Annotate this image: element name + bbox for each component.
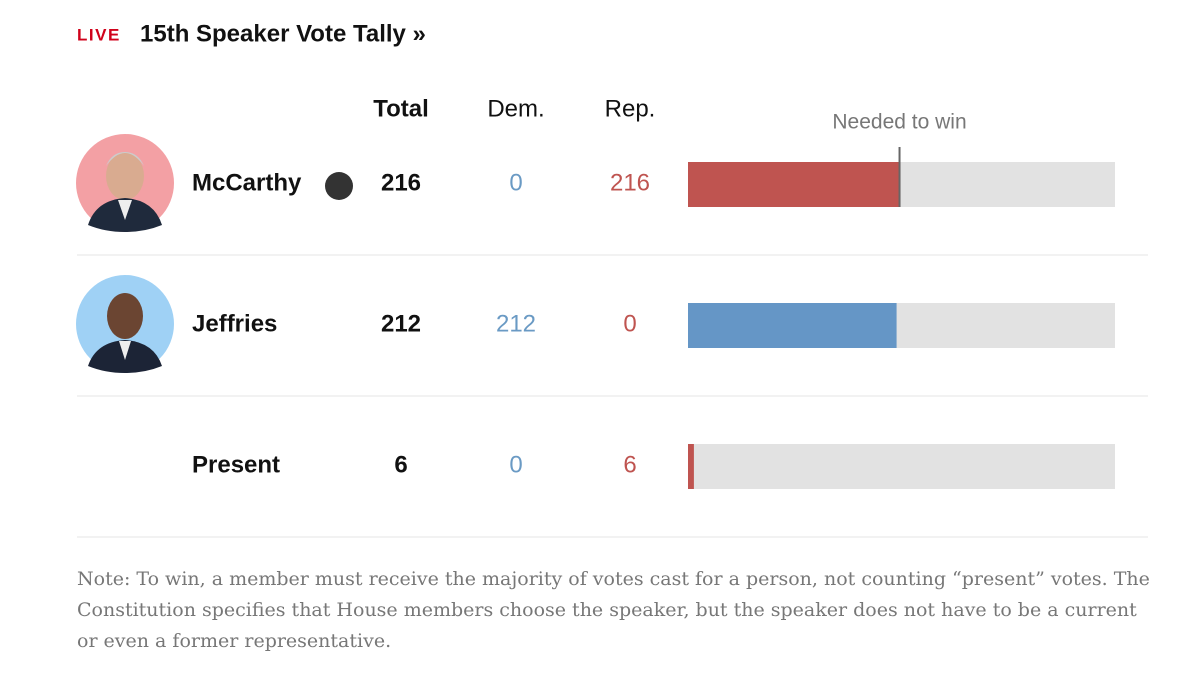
bar-track bbox=[688, 444, 1115, 489]
photo-mccarthy bbox=[76, 134, 174, 232]
column-header: Rep. bbox=[605, 95, 656, 122]
vote-count: 0 bbox=[509, 169, 522, 196]
photo-jeffries bbox=[76, 275, 174, 373]
candidate-name: Present bbox=[192, 451, 280, 478]
vote-count: 216 bbox=[610, 169, 650, 196]
tally: LIVE 15th Speaker Vote Tally » Total Dem.… bbox=[76, 20, 1148, 538]
bar bbox=[688, 162, 901, 207]
vote-count: 6 bbox=[623, 451, 636, 478]
winner-dot bbox=[325, 172, 353, 200]
vote-count: 216 bbox=[381, 169, 421, 196]
vote-count: 0 bbox=[509, 451, 522, 478]
live-label: LIVE bbox=[77, 25, 121, 44]
needed-label: Needed to win bbox=[832, 111, 966, 134]
vote-count: 6 bbox=[394, 451, 407, 478]
vote-count: 212 bbox=[381, 310, 421, 337]
column-header: Dem. bbox=[487, 95, 544, 122]
bar bbox=[688, 303, 897, 348]
note: Note: To win, a member must receive the … bbox=[77, 568, 1150, 652]
vote-count: 0 bbox=[623, 310, 636, 337]
vote-count: 212 bbox=[496, 310, 536, 337]
bar bbox=[688, 444, 694, 489]
candidate-name: McCarthy bbox=[192, 169, 302, 196]
title[interactable]: 15th Speaker Vote Tally » bbox=[140, 20, 426, 47]
candidate-name: Jeffries bbox=[192, 310, 277, 337]
column-header: Total bbox=[373, 95, 429, 122]
